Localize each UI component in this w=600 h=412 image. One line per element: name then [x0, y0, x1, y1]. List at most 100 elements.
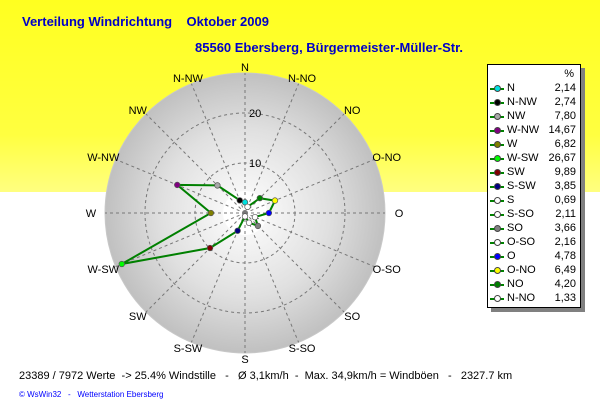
- compass-label: S: [241, 354, 248, 366]
- compass-label: N-NW: [173, 73, 204, 85]
- legend-marker-icon: [494, 281, 501, 288]
- legend-value: 26,67: [548, 152, 576, 164]
- legend-value: 4,20: [554, 278, 576, 290]
- legend-direction: SO: [507, 222, 523, 234]
- legend-item: O-SO 2,16: [490, 236, 578, 249]
- legend-marker-icon: [494, 85, 501, 92]
- legend-item: W 6,82: [490, 138, 578, 151]
- legend-marker-icon: [494, 239, 501, 246]
- legend-marker-icon: [494, 99, 501, 106]
- legend-item: S 0,69: [490, 194, 578, 207]
- legend-marker-icon: [494, 169, 501, 176]
- grid-spoke: [244, 212, 375, 268]
- legend-marker-icon: [494, 183, 501, 190]
- compass-label: O-NO: [372, 152, 401, 164]
- legend-direction: N-NO: [507, 292, 536, 304]
- grid-spoke: [244, 158, 375, 214]
- legend-direction: SW: [507, 166, 525, 178]
- legend-marker-icon: [494, 197, 501, 204]
- legend-value: 3,85: [554, 180, 576, 192]
- legend-marker-icon: [494, 127, 501, 134]
- legend-direction: S-SO: [507, 208, 534, 220]
- legend-direction: O-NO: [507, 264, 536, 276]
- legend-marker-icon: [494, 267, 501, 274]
- chart-title: Verteilung Windrichtung Oktober 2009: [22, 14, 269, 29]
- legend-item: O 4,78: [490, 250, 578, 263]
- legend-direction: N-NW: [507, 96, 537, 108]
- chart-subtitle: 85560 Ebersberg, Bürgermeister-Müller-St…: [195, 40, 464, 55]
- statistics-footer: 23389 / 7972 Werte -> 25.4% Windstille -…: [19, 370, 513, 382]
- legend-direction: O: [507, 250, 516, 262]
- grid-spoke: [190, 83, 246, 214]
- legend-value: 7,80: [554, 110, 576, 122]
- legend-direction: O-SO: [507, 236, 536, 248]
- compass-label: NO: [344, 105, 361, 117]
- legend-value: 0,69: [554, 194, 576, 206]
- legend-direction: S-SW: [507, 180, 536, 192]
- grid-spoke: [244, 212, 345, 313]
- data-point-w-sw: [118, 260, 125, 268]
- legend-value: 4,78: [554, 250, 576, 262]
- legend-value: 3,66: [554, 222, 576, 234]
- legend-value: 2,16: [554, 236, 576, 248]
- legend-direction: W-SW: [507, 152, 539, 164]
- data-point-n-nw: [236, 197, 243, 204]
- legend-marker-icon: [494, 113, 501, 120]
- compass-label: O-SO: [373, 264, 402, 276]
- legend-item: S-SW 3,85: [490, 180, 578, 193]
- legend-value: 2,11: [555, 208, 576, 220]
- legend-value: 6,49: [554, 264, 576, 276]
- legend-direction: W: [507, 138, 518, 150]
- compass-label: W-SW: [87, 264, 119, 276]
- data-point-n-no: [244, 203, 251, 211]
- legend-item: SW 9,89: [490, 166, 578, 179]
- compass-label: W: [86, 208, 97, 220]
- legend-marker-icon: [494, 211, 501, 218]
- data-point-so: [254, 222, 262, 230]
- data-point-s-sw: [234, 227, 241, 234]
- data-point-s: [241, 213, 249, 220]
- legend-item: O-NO 6,49: [490, 264, 578, 277]
- grid-spoke: [115, 158, 246, 214]
- radial-tick-label: 20: [249, 108, 261, 120]
- compass-label: S-SW: [174, 343, 203, 355]
- legend-value: 9,89: [554, 166, 576, 178]
- compass-label: SO: [344, 311, 360, 323]
- legend-direction: NW: [507, 110, 526, 122]
- legend-item: NW 7,80: [490, 110, 578, 123]
- grid-spoke: [244, 212, 300, 343]
- grid-spoke: [244, 113, 345, 214]
- legend-marker-icon: [494, 225, 501, 232]
- compass-label: NW: [129, 105, 148, 117]
- copyright-link[interactable]: © WsWin32 - Wetterstation Ebersberg: [19, 390, 164, 399]
- compass-label: O: [395, 208, 404, 220]
- compass-label: SW: [129, 311, 147, 323]
- legend-direction: N: [507, 82, 515, 94]
- legend-item: SO 3,66: [490, 222, 578, 235]
- data-point-o-so: [251, 213, 259, 221]
- legend-marker-icon: [494, 155, 501, 162]
- legend-item: N-NW 2,74: [490, 96, 578, 109]
- legend-item: W-NW 14,67: [490, 124, 578, 137]
- legend-marker-icon: [494, 141, 501, 148]
- legend-item: N-NO 1,33: [490, 292, 578, 305]
- legend-item: N 2,14: [490, 82, 578, 95]
- data-point-nw: [214, 182, 221, 189]
- legend-item: NO 4,20: [490, 278, 578, 291]
- data-point-sw: [206, 244, 214, 252]
- legend-unit: %: [564, 68, 574, 80]
- compass-label: W-NW: [87, 152, 120, 164]
- legend-marker-icon: [494, 253, 501, 260]
- legend-direction: S: [507, 194, 515, 206]
- legend-item: W-SW 26,67: [490, 152, 578, 165]
- legend-value: 14,67: [548, 124, 576, 136]
- data-point-w: [207, 209, 215, 217]
- data-point-no: [256, 195, 263, 202]
- data-point-w-nw: [174, 181, 181, 189]
- compass-label: S-SO: [289, 343, 316, 355]
- grid-spoke: [145, 113, 246, 214]
- legend-value: 2,74: [554, 96, 576, 108]
- legend-item: S-SO 2,11: [490, 208, 578, 221]
- compass-label: N-NO: [288, 73, 317, 85]
